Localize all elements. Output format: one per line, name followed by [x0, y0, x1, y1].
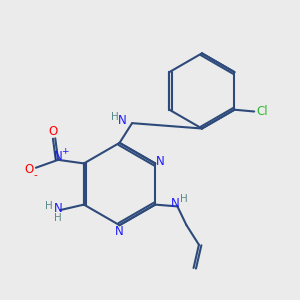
- Text: N: N: [53, 202, 62, 215]
- Text: N: N: [171, 197, 180, 210]
- Text: +: +: [61, 148, 69, 157]
- Text: N: N: [115, 225, 124, 238]
- Text: H: H: [111, 112, 119, 122]
- Text: H: H: [54, 213, 62, 223]
- Text: N: N: [156, 155, 165, 168]
- Text: -: -: [33, 170, 37, 180]
- Text: H: H: [180, 194, 188, 204]
- Text: O: O: [25, 163, 34, 176]
- Text: Cl: Cl: [256, 105, 268, 118]
- Text: N: N: [118, 114, 126, 127]
- Text: H: H: [45, 201, 53, 211]
- Text: N: N: [54, 151, 62, 164]
- Text: O: O: [49, 125, 58, 138]
